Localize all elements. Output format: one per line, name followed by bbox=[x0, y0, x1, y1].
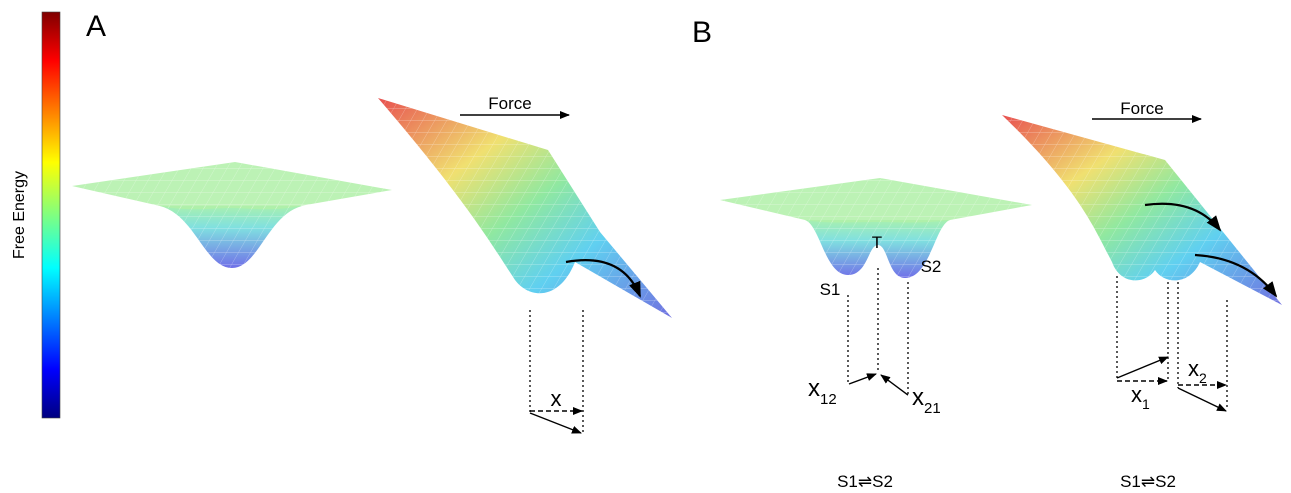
distance-base: x bbox=[1131, 382, 1142, 407]
panel-label: B bbox=[692, 16, 712, 49]
solid-arrow bbox=[530, 413, 581, 433]
figure: Free Energy A Force x B T S1 S2 x12 x21 … bbox=[0, 0, 1291, 493]
distance-sub: 2 bbox=[1199, 370, 1207, 386]
distance-sub: 1 bbox=[1142, 396, 1150, 412]
solid-arrow bbox=[1178, 388, 1226, 411]
distance-label: x2 bbox=[1188, 356, 1207, 386]
distance-label: x12 bbox=[808, 375, 837, 408]
distance-sub: 12 bbox=[820, 391, 837, 408]
reaction-label: S1⇌S2 bbox=[1120, 472, 1176, 491]
panel-label: A bbox=[86, 10, 106, 43]
distance-label: x1 bbox=[1131, 382, 1150, 412]
reaction-label: S1⇌S2 bbox=[837, 472, 893, 491]
surface-a-tilted bbox=[378, 98, 672, 318]
surface-b-flat bbox=[720, 178, 1032, 278]
colorbar bbox=[42, 12, 60, 418]
distance-sub: 21 bbox=[924, 400, 941, 417]
distance-label: x21 bbox=[912, 384, 941, 417]
colorbar-label: Free Energy bbox=[11, 171, 28, 259]
surface-b-tilted bbox=[1002, 115, 1282, 305]
distance-base: x bbox=[1188, 356, 1199, 381]
distance-base: x bbox=[912, 384, 924, 411]
force-label: Force bbox=[488, 94, 531, 113]
transition-label: T bbox=[872, 233, 882, 252]
force-label: Force bbox=[1120, 99, 1163, 118]
state-label: S2 bbox=[921, 257, 942, 276]
distance-base: x bbox=[808, 375, 820, 402]
solid-arrow bbox=[849, 374, 876, 384]
solid-arrow bbox=[1117, 357, 1168, 378]
distance-label: x bbox=[551, 386, 562, 411]
surface-a-flat bbox=[72, 162, 392, 268]
solid-arrow bbox=[881, 375, 908, 395]
state-label: S1 bbox=[820, 280, 841, 299]
